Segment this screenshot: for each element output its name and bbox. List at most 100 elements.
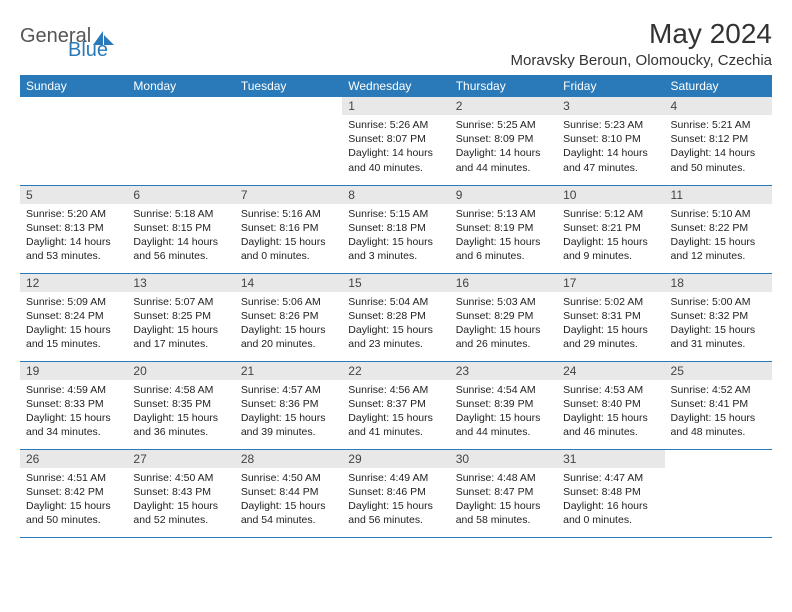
day-number: 30 bbox=[450, 450, 557, 468]
sunset-text: Sunset: 8:35 PM bbox=[133, 397, 228, 411]
sunset-text: Sunset: 8:31 PM bbox=[563, 309, 658, 323]
daylight-text: Daylight: 15 hours bbox=[456, 499, 551, 513]
daylight-text: Daylight: 15 hours bbox=[671, 411, 766, 425]
sunrise-text: Sunrise: 5:15 AM bbox=[348, 207, 443, 221]
calendar-day: 1Sunrise: 5:26 AMSunset: 8:07 PMDaylight… bbox=[342, 97, 449, 185]
logo: GeneralBlue bbox=[20, 26, 116, 60]
daylight-text: Daylight: 15 hours bbox=[241, 235, 336, 249]
daylight-text-2: and 39 minutes. bbox=[241, 425, 336, 439]
daylight-text: Daylight: 15 hours bbox=[26, 411, 121, 425]
weekday-header: Friday bbox=[557, 75, 664, 97]
daylight-text: Daylight: 14 hours bbox=[133, 235, 228, 249]
daylight-text-2: and 23 minutes. bbox=[348, 337, 443, 351]
sunset-text: Sunset: 8:28 PM bbox=[348, 309, 443, 323]
sunset-text: Sunset: 8:24 PM bbox=[26, 309, 121, 323]
daylight-text: Daylight: 15 hours bbox=[241, 323, 336, 337]
sunrise-text: Sunrise: 4:54 AM bbox=[456, 383, 551, 397]
calendar-head: SundayMondayTuesdayWednesdayThursdayFrid… bbox=[20, 75, 772, 97]
day-number: 27 bbox=[127, 450, 234, 468]
day-details: Sunrise: 5:15 AMSunset: 8:18 PMDaylight:… bbox=[342, 204, 449, 268]
daylight-text: Daylight: 15 hours bbox=[563, 235, 658, 249]
calendar-day: 30Sunrise: 4:48 AMSunset: 8:47 PMDayligh… bbox=[450, 449, 557, 537]
calendar-day: 10Sunrise: 5:12 AMSunset: 8:21 PMDayligh… bbox=[557, 185, 664, 273]
calendar-day: 24Sunrise: 4:53 AMSunset: 8:40 PMDayligh… bbox=[557, 361, 664, 449]
day-details: Sunrise: 4:49 AMSunset: 8:46 PMDaylight:… bbox=[342, 468, 449, 532]
sunset-text: Sunset: 8:39 PM bbox=[456, 397, 551, 411]
day-details: Sunrise: 4:54 AMSunset: 8:39 PMDaylight:… bbox=[450, 380, 557, 444]
daylight-text-2: and 52 minutes. bbox=[133, 513, 228, 527]
sunrise-text: Sunrise: 4:49 AM bbox=[348, 471, 443, 485]
sunrise-text: Sunrise: 5:09 AM bbox=[26, 295, 121, 309]
daylight-text: Daylight: 15 hours bbox=[671, 323, 766, 337]
calendar-day: 21Sunrise: 4:57 AMSunset: 8:36 PMDayligh… bbox=[235, 361, 342, 449]
daylight-text-2: and 0 minutes. bbox=[241, 249, 336, 263]
month-title: May 2024 bbox=[511, 18, 772, 50]
calendar-day: 13Sunrise: 5:07 AMSunset: 8:25 PMDayligh… bbox=[127, 273, 234, 361]
day-details: Sunrise: 4:48 AMSunset: 8:47 PMDaylight:… bbox=[450, 468, 557, 532]
calendar-day: 22Sunrise: 4:56 AMSunset: 8:37 PMDayligh… bbox=[342, 361, 449, 449]
day-number: 6 bbox=[127, 186, 234, 204]
sunrise-text: Sunrise: 5:25 AM bbox=[456, 118, 551, 132]
day-number: 1 bbox=[342, 97, 449, 115]
weekday-header: Sunday bbox=[20, 75, 127, 97]
calendar-day bbox=[20, 97, 127, 185]
day-details: Sunrise: 4:59 AMSunset: 8:33 PMDaylight:… bbox=[20, 380, 127, 444]
sunrise-text: Sunrise: 5:12 AM bbox=[563, 207, 658, 221]
daylight-text: Daylight: 15 hours bbox=[563, 323, 658, 337]
sunrise-text: Sunrise: 4:50 AM bbox=[133, 471, 228, 485]
sunset-text: Sunset: 8:16 PM bbox=[241, 221, 336, 235]
sunset-text: Sunset: 8:18 PM bbox=[348, 221, 443, 235]
daylight-text-2: and 50 minutes. bbox=[26, 513, 121, 527]
sunrise-text: Sunrise: 5:03 AM bbox=[456, 295, 551, 309]
sunset-text: Sunset: 8:29 PM bbox=[456, 309, 551, 323]
daylight-text: Daylight: 14 hours bbox=[563, 146, 658, 160]
calendar-day: 28Sunrise: 4:50 AMSunset: 8:44 PMDayligh… bbox=[235, 449, 342, 537]
sunrise-text: Sunrise: 5:20 AM bbox=[26, 207, 121, 221]
daylight-text-2: and 6 minutes. bbox=[456, 249, 551, 263]
day-number: 9 bbox=[450, 186, 557, 204]
day-number: 4 bbox=[665, 97, 772, 115]
day-number: 26 bbox=[20, 450, 127, 468]
calendar-day: 20Sunrise: 4:58 AMSunset: 8:35 PMDayligh… bbox=[127, 361, 234, 449]
calendar-body: 1Sunrise: 5:26 AMSunset: 8:07 PMDaylight… bbox=[20, 97, 772, 537]
day-details: Sunrise: 4:50 AMSunset: 8:44 PMDaylight:… bbox=[235, 468, 342, 532]
sunset-text: Sunset: 8:15 PM bbox=[133, 221, 228, 235]
day-number: 3 bbox=[557, 97, 664, 115]
day-details: Sunrise: 5:26 AMSunset: 8:07 PMDaylight:… bbox=[342, 115, 449, 179]
calendar-day: 23Sunrise: 4:54 AMSunset: 8:39 PMDayligh… bbox=[450, 361, 557, 449]
day-details: Sunrise: 5:21 AMSunset: 8:12 PMDaylight:… bbox=[665, 115, 772, 179]
daylight-text-2: and 46 minutes. bbox=[563, 425, 658, 439]
day-number: 7 bbox=[235, 186, 342, 204]
day-number: 14 bbox=[235, 274, 342, 292]
day-number: 22 bbox=[342, 362, 449, 380]
sunrise-text: Sunrise: 4:59 AM bbox=[26, 383, 121, 397]
daylight-text-2: and 36 minutes. bbox=[133, 425, 228, 439]
daylight-text: Daylight: 15 hours bbox=[241, 411, 336, 425]
sunrise-text: Sunrise: 5:00 AM bbox=[671, 295, 766, 309]
sunrise-text: Sunrise: 4:53 AM bbox=[563, 383, 658, 397]
daylight-text: Daylight: 15 hours bbox=[348, 235, 443, 249]
day-number: 21 bbox=[235, 362, 342, 380]
day-details: Sunrise: 5:07 AMSunset: 8:25 PMDaylight:… bbox=[127, 292, 234, 356]
weekday-header: Wednesday bbox=[342, 75, 449, 97]
day-details: Sunrise: 5:13 AMSunset: 8:19 PMDaylight:… bbox=[450, 204, 557, 268]
day-number: 20 bbox=[127, 362, 234, 380]
daylight-text-2: and 50 minutes. bbox=[671, 161, 766, 175]
calendar-day bbox=[665, 449, 772, 537]
calendar-day: 17Sunrise: 5:02 AMSunset: 8:31 PMDayligh… bbox=[557, 273, 664, 361]
day-number: 11 bbox=[665, 186, 772, 204]
daylight-text-2: and 44 minutes. bbox=[456, 425, 551, 439]
daylight-text-2: and 47 minutes. bbox=[563, 161, 658, 175]
daylight-text-2: and 17 minutes. bbox=[133, 337, 228, 351]
calendar-day bbox=[127, 97, 234, 185]
daylight-text: Daylight: 15 hours bbox=[671, 235, 766, 249]
calendar-day: 27Sunrise: 4:50 AMSunset: 8:43 PMDayligh… bbox=[127, 449, 234, 537]
daylight-text: Daylight: 15 hours bbox=[348, 323, 443, 337]
day-number: 8 bbox=[342, 186, 449, 204]
sunset-text: Sunset: 8:46 PM bbox=[348, 485, 443, 499]
day-number: 23 bbox=[450, 362, 557, 380]
sunset-text: Sunset: 8:41 PM bbox=[671, 397, 766, 411]
daylight-text: Daylight: 15 hours bbox=[563, 411, 658, 425]
sunrise-text: Sunrise: 5:18 AM bbox=[133, 207, 228, 221]
day-number: 31 bbox=[557, 450, 664, 468]
